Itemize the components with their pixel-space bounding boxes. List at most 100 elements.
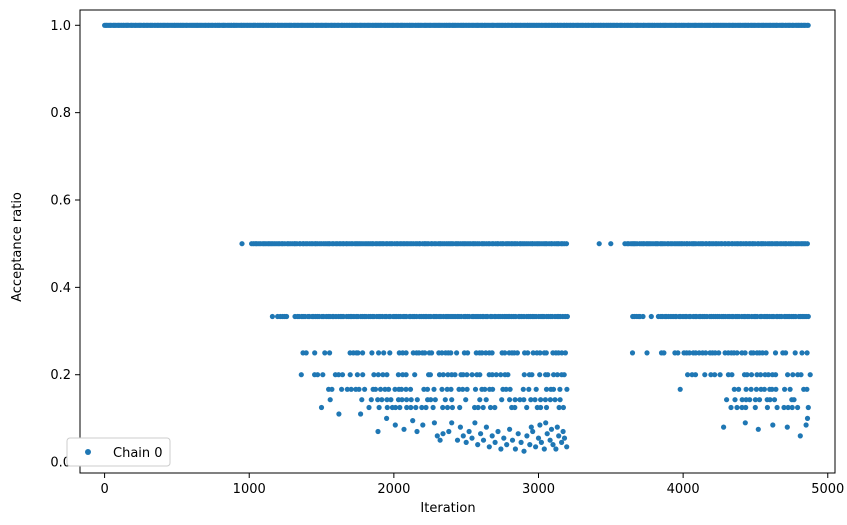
data-point: [375, 372, 381, 378]
data-point: [785, 372, 791, 378]
data-point: [792, 350, 798, 356]
data-point: [795, 404, 801, 411]
data-point: [717, 372, 723, 378]
data-point: [550, 386, 557, 392]
data-point: [743, 386, 749, 392]
data-point: [384, 372, 390, 378]
data-point: [446, 428, 452, 435]
data-point: [547, 397, 553, 403]
data-point: [465, 350, 471, 356]
data-point: [440, 404, 446, 411]
data-point: [736, 386, 742, 392]
data-point: [528, 424, 534, 430]
data-point: [463, 439, 469, 445]
data-point: [512, 446, 519, 452]
data-point: [502, 350, 508, 356]
data-point: [686, 350, 693, 356]
data-point: [379, 397, 385, 403]
data-point: [748, 386, 754, 392]
data-point: [629, 350, 636, 356]
data-point: [528, 397, 534, 403]
data-point: [495, 428, 501, 435]
data-point: [371, 372, 377, 378]
data-point: [805, 404, 811, 411]
data-point: [759, 350, 766, 356]
data-point: [469, 435, 475, 441]
data-point: [533, 444, 539, 450]
data-point: [475, 442, 481, 448]
data-point: [771, 397, 778, 403]
axes-frame: [79, 9, 836, 474]
data-point: [703, 350, 709, 356]
data-point: [764, 404, 771, 411]
data-point: [692, 372, 699, 378]
data-point: [685, 372, 691, 378]
data-point: [464, 372, 470, 378]
data-point: [362, 386, 368, 392]
data-point: [770, 422, 776, 428]
data-point: [387, 350, 393, 356]
data-point: [336, 411, 342, 417]
data-point: [380, 372, 386, 378]
data-point: [782, 386, 788, 392]
data-point: [752, 397, 759, 403]
data-point: [708, 372, 714, 378]
data-point: [785, 404, 791, 411]
data-point: [543, 404, 550, 411]
data-point: [421, 386, 427, 392]
data-point: [372, 386, 379, 392]
data-point: [514, 350, 521, 356]
data-point: [431, 420, 437, 426]
data-point: [734, 350, 740, 356]
data-point: [442, 397, 448, 403]
data-point: [424, 386, 431, 392]
data-point: [284, 313, 290, 320]
data-point: [320, 372, 326, 378]
data-point: [805, 22, 811, 28]
data-point: [563, 241, 570, 247]
data-point: [505, 372, 511, 378]
data-point: [550, 442, 556, 448]
data-point: [526, 386, 532, 392]
data-point: [548, 426, 555, 432]
data-point: [564, 444, 570, 450]
y-axis-label: Acceptance ratio: [10, 192, 25, 302]
data-point: [413, 404, 419, 411]
data-point: [464, 386, 470, 392]
data-point: [381, 350, 387, 356]
data-point: [439, 386, 445, 392]
data-point: [398, 386, 405, 392]
data-point: [521, 372, 527, 378]
data-point: [561, 435, 568, 441]
data-point: [392, 404, 399, 411]
data-point: [480, 437, 487, 443]
data-point: [356, 386, 362, 392]
data-point: [648, 313, 654, 320]
data-point: [419, 404, 425, 411]
x-tick-label: 4000: [667, 482, 700, 497]
data-point: [525, 350, 531, 356]
data-point: [386, 386, 392, 392]
data-point: [524, 433, 530, 439]
data-point: [533, 386, 539, 392]
data-point: [429, 350, 435, 356]
data-point: [329, 386, 335, 392]
data-point: [444, 386, 450, 392]
data-point: [460, 433, 466, 439]
data-point: [430, 404, 436, 411]
data-point: [765, 372, 772, 378]
data-point: [397, 404, 403, 411]
data-point: [432, 397, 438, 403]
data-point: [358, 411, 364, 417]
data-point: [763, 350, 769, 356]
data-point: [761, 386, 768, 392]
data-point: [557, 386, 563, 392]
data-point: [530, 428, 536, 435]
data-point: [804, 415, 811, 421]
data-point: [359, 397, 365, 403]
data-point: [507, 386, 513, 392]
data-point: [772, 350, 779, 356]
y-tick-label: 0.0: [50, 456, 71, 471]
data-point: [414, 428, 420, 435]
data-point: [512, 404, 518, 411]
